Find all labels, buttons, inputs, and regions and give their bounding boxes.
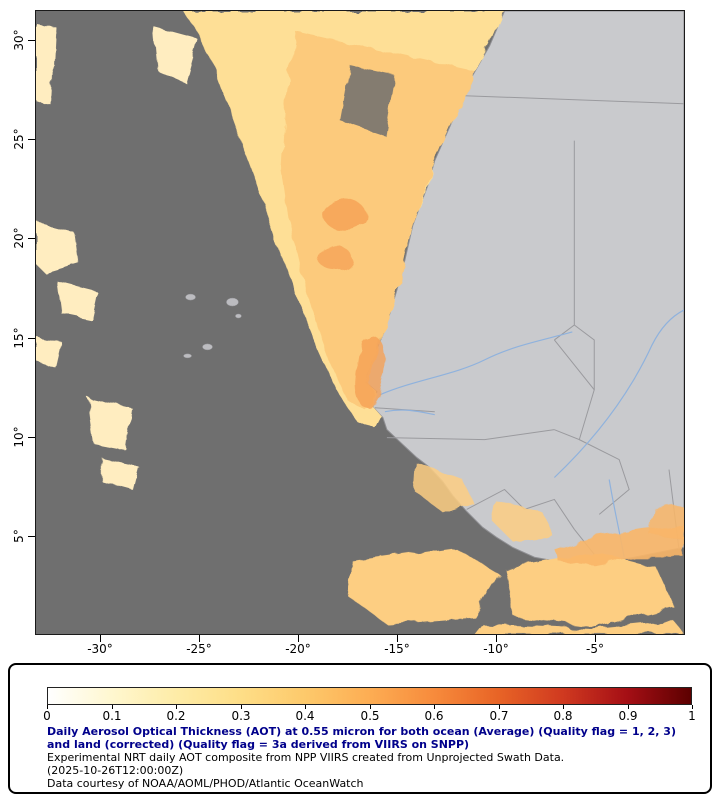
x-axis-label: -10° bbox=[483, 642, 509, 656]
colorbar-tick-label: 0.5 bbox=[360, 709, 380, 723]
x-axis-label: -20° bbox=[285, 642, 311, 656]
colorbar-tick-mark bbox=[692, 705, 693, 709]
colorbar-tick-label: 0 bbox=[43, 709, 51, 723]
x-axis-tick-mark bbox=[100, 635, 101, 642]
x-axis-label: -25° bbox=[186, 642, 212, 656]
caption-credit: Data courtesy of NOAA/AOML/PHOD/Atlantic… bbox=[47, 777, 364, 790]
colorbar-tick-mark bbox=[47, 705, 48, 709]
caption-title: Daily Aerosol Optical Thickness (AOT) at… bbox=[47, 725, 676, 751]
x-axis-tick-mark bbox=[496, 635, 497, 642]
colorbar-tick-mark bbox=[176, 705, 177, 709]
y-axis-label: 20° bbox=[12, 227, 26, 249]
colorbar-tick-label: 0.8 bbox=[553, 709, 573, 723]
colorbar-tick-mark bbox=[241, 705, 242, 709]
x-axis-tick-mark bbox=[595, 635, 596, 642]
x-axis-label: -15° bbox=[384, 642, 410, 656]
y-axis-label: 15° bbox=[12, 327, 26, 349]
x-axis-label: -30° bbox=[87, 642, 113, 656]
y-axis-tick-mark bbox=[28, 238, 35, 239]
y-axis-tick-mark bbox=[28, 338, 35, 339]
y-axis-label: 25° bbox=[12, 128, 26, 150]
colorbar-tick-mark bbox=[499, 705, 500, 709]
colorbar-tick-label: 0.7 bbox=[489, 709, 509, 723]
colorbar-tick-label: 0.9 bbox=[618, 709, 638, 723]
colorbar-tick-mark bbox=[563, 705, 564, 709]
aerosol-swath bbox=[36, 11, 684, 634]
y-axis-tick-mark bbox=[28, 437, 35, 438]
y-axis-tick-mark bbox=[28, 40, 35, 41]
colorbar-tick-label: 0.3 bbox=[231, 709, 251, 723]
colorbar-tick-label: 1 bbox=[688, 709, 696, 723]
x-axis-tick-mark bbox=[298, 635, 299, 642]
x-axis-tick-mark bbox=[199, 635, 200, 642]
x-axis-label: -5° bbox=[586, 642, 604, 656]
legend-panel: 0 0.1 0.2 0.3 0.4 0.5 0.6 0.7 0.8 0.9 1 … bbox=[8, 663, 712, 794]
y-axis-label: 10° bbox=[12, 426, 26, 448]
colorbar-tick-mark bbox=[628, 705, 629, 709]
caption-timestamp: (2025-10-26T12:00:00Z) bbox=[47, 764, 184, 777]
cape-verde-islands bbox=[183, 293, 242, 359]
colorbar-tick-label: 0.4 bbox=[295, 709, 315, 723]
x-axis-tick-mark bbox=[397, 635, 398, 642]
colorbar-tick-label: 0.2 bbox=[166, 709, 186, 723]
map-canvas bbox=[36, 11, 684, 634]
colorbar-tick-mark bbox=[434, 705, 435, 709]
colorbar-tick-label: 0.6 bbox=[424, 709, 444, 723]
colorbar-tick-mark bbox=[370, 705, 371, 709]
y-axis-label: 30° bbox=[12, 29, 26, 51]
colorbar-tick-mark bbox=[112, 705, 113, 709]
colorbar-tick-label: 0.1 bbox=[102, 709, 122, 723]
y-axis-tick-mark bbox=[28, 139, 35, 140]
colorbar-tick-mark bbox=[305, 705, 306, 709]
aot-map bbox=[35, 10, 685, 635]
caption-subtitle: Experimental NRT daily AOT composite fro… bbox=[47, 751, 565, 764]
y-axis-tick-mark bbox=[28, 536, 35, 537]
caption-block: Daily Aerosol Optical Thickness (AOT) at… bbox=[47, 725, 695, 790]
colorbar-gradient bbox=[47, 687, 692, 705]
y-axis-label: 5° bbox=[12, 529, 26, 543]
